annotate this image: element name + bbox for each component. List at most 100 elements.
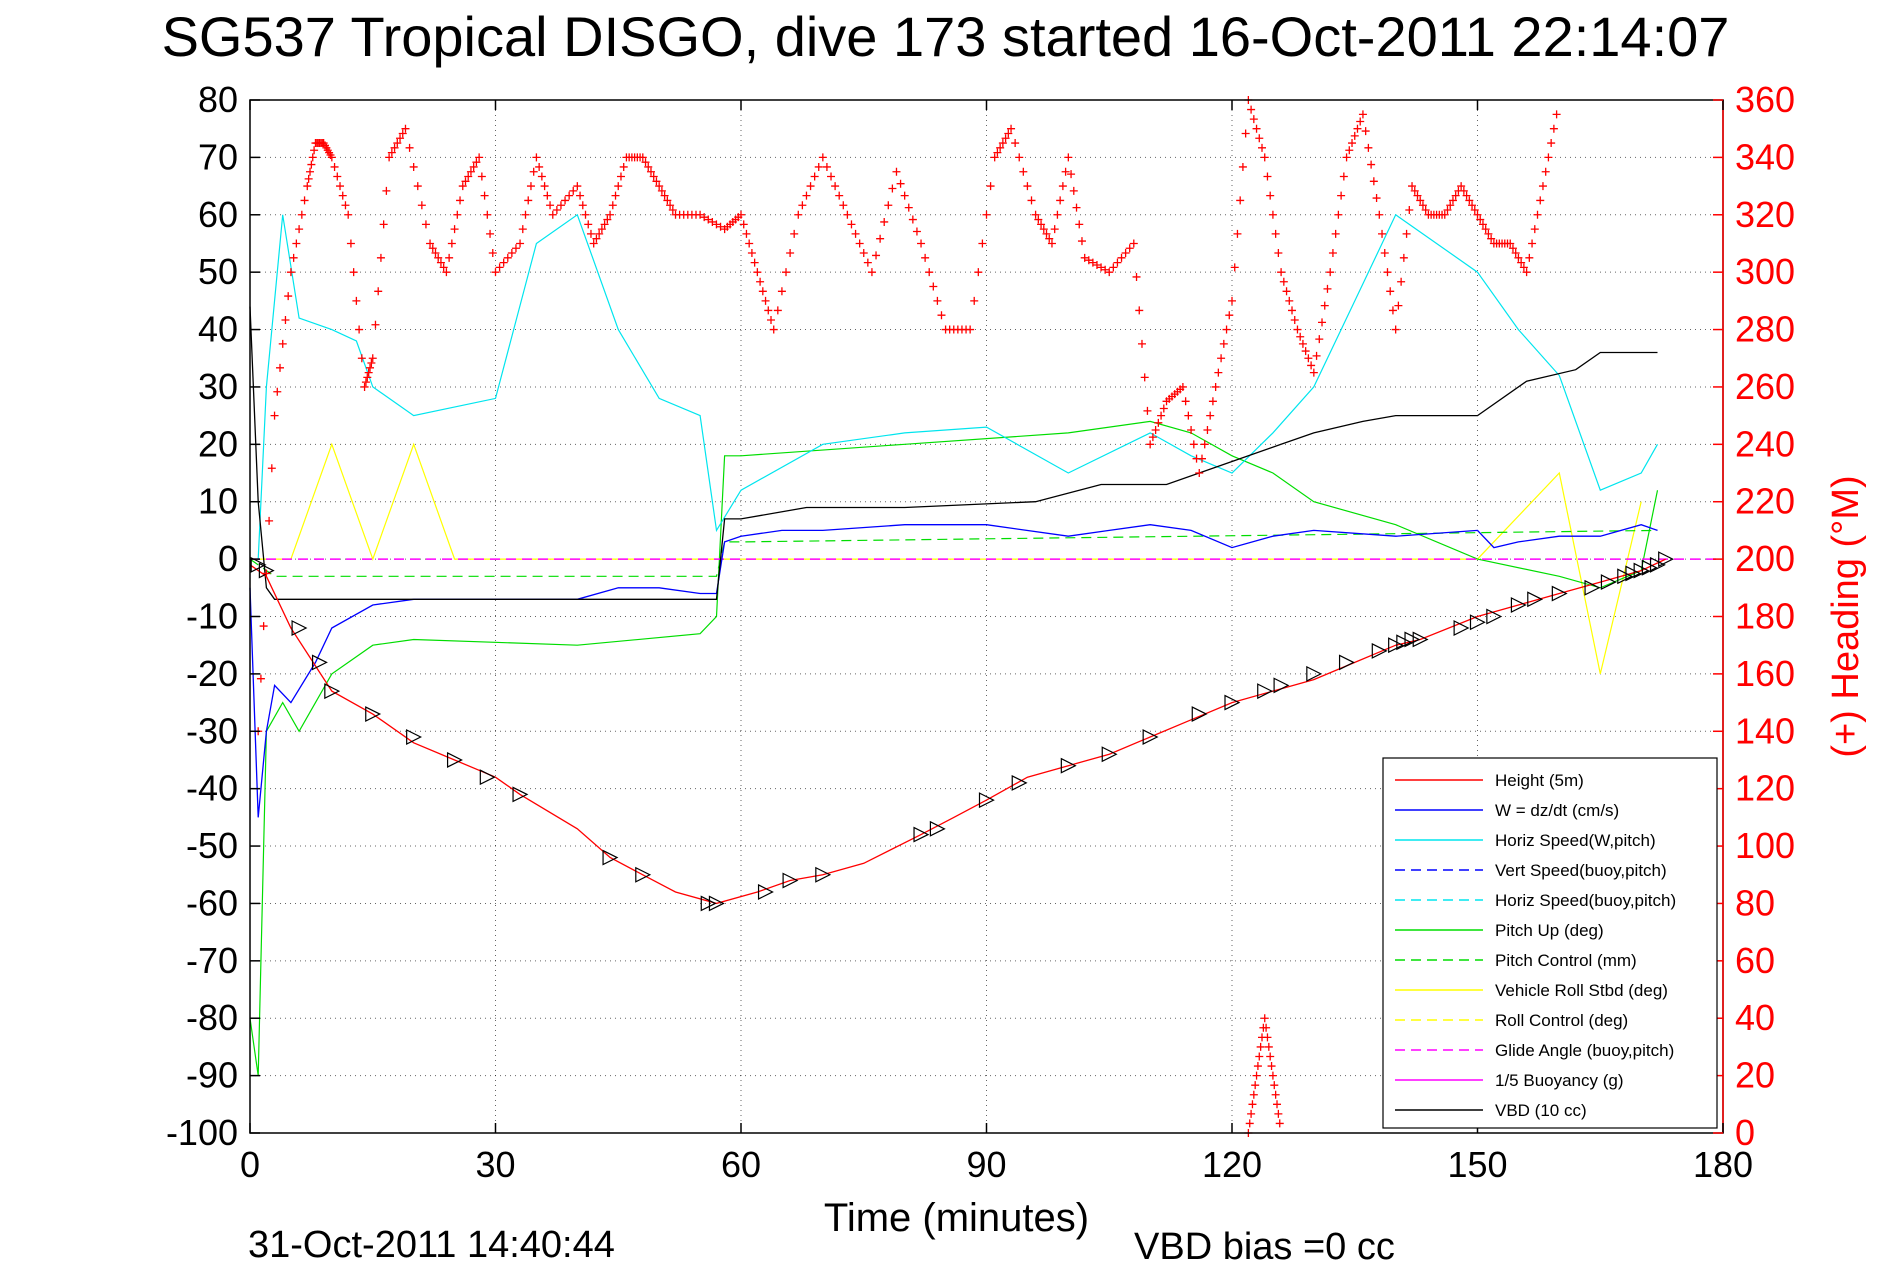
heading-marker [1358, 110, 1367, 119]
heading-marker [1151, 425, 1160, 434]
heading-marker [1027, 196, 1036, 205]
heading-marker [1143, 406, 1152, 415]
heading-marker [434, 253, 443, 262]
heading-marker [584, 220, 593, 229]
height-marker [1388, 637, 1405, 654]
heading-marker [603, 215, 612, 224]
heading-marker [790, 229, 799, 238]
heading-marker [552, 205, 561, 214]
heading-marker [262, 569, 271, 578]
heading-marker [1251, 1081, 1260, 1090]
heading-marker [306, 167, 315, 176]
heading-marker [855, 239, 864, 248]
height-marker [1338, 654, 1355, 671]
heading-marker [578, 201, 587, 210]
heading-marker [1045, 234, 1054, 243]
heading-marker [1249, 115, 1258, 124]
heading-marker [767, 315, 776, 324]
heading-marker [937, 311, 946, 320]
heading-marker [576, 191, 585, 200]
heading-marker [278, 339, 287, 348]
height-marker [250, 556, 267, 573]
heading-marker [387, 148, 396, 157]
heading-marker [1255, 134, 1264, 143]
heading-marker [341, 201, 350, 210]
heading-marker [1271, 229, 1280, 238]
y2-tick-label: 180 [1735, 596, 1795, 637]
heading-marker [1549, 124, 1558, 133]
heading-marker [716, 222, 725, 231]
y2-tick-label: 160 [1735, 653, 1795, 694]
height-marker [1371, 642, 1388, 659]
heading-marker [436, 258, 445, 267]
heading-marker [1536, 196, 1545, 205]
heading-marker [1544, 153, 1553, 162]
y-tick-label: -20 [186, 653, 238, 694]
heading-marker [1508, 244, 1517, 253]
heading-marker [300, 196, 309, 205]
heading-marker [336, 182, 345, 191]
heading-marker [798, 201, 807, 210]
heading-marker [1255, 1052, 1264, 1061]
heading-marker [1252, 124, 1261, 133]
height-marker [311, 654, 328, 671]
heading-marker [880, 217, 889, 226]
height-marker [815, 866, 832, 883]
heading-marker [782, 268, 791, 277]
heading-marker [872, 251, 881, 260]
heading-marker [753, 268, 762, 277]
heading-marker [1440, 210, 1449, 219]
heading-marker [1541, 167, 1550, 176]
heading-marker [1522, 268, 1531, 277]
heading-marker [486, 229, 495, 238]
heading-marker [303, 182, 312, 191]
heading-marker [876, 234, 885, 243]
heading-marker [756, 277, 765, 286]
height-marker [446, 752, 463, 768]
heading-marker [385, 153, 394, 162]
heading-marker [1348, 139, 1357, 148]
heading-marker [472, 158, 481, 167]
heading-marker [409, 162, 418, 171]
heading-marker [338, 191, 347, 200]
heading-marker [461, 177, 470, 186]
heading-marker [700, 213, 709, 222]
y-tick-label: -50 [186, 825, 238, 866]
heading-marker [1552, 110, 1561, 119]
heading-marker [355, 325, 364, 334]
height-marker [1396, 634, 1413, 651]
heading-marker [1230, 263, 1239, 272]
height-marker [1510, 597, 1527, 613]
heading-marker [1323, 284, 1332, 293]
heading-marker [652, 177, 661, 186]
heading-marker [1318, 318, 1327, 327]
heading-marker [1530, 225, 1539, 234]
heading-marker [1197, 454, 1206, 463]
y2-tick-label: 280 [1735, 309, 1795, 350]
height-marker [1257, 683, 1274, 700]
heading-marker [1448, 196, 1457, 205]
heading-marker [352, 296, 361, 305]
heading-marker [507, 249, 516, 258]
x-tick-label: 150 [1447, 1144, 1507, 1185]
heading-marker [1307, 361, 1316, 370]
heading-marker [1262, 1023, 1271, 1032]
heading-marker [1219, 339, 1228, 348]
heading-marker [1326, 268, 1335, 277]
heading-marker [259, 622, 268, 631]
heading-marker [421, 220, 430, 229]
heading-marker [1334, 210, 1343, 219]
heading-marker [346, 239, 355, 248]
heading-marker [1528, 239, 1537, 248]
legend-label: VBD (10 cc) [1495, 1101, 1587, 1120]
heading-marker [1443, 205, 1452, 214]
height-marker [1191, 706, 1208, 723]
heading-marker [1023, 182, 1032, 191]
heading-marker [1154, 418, 1163, 427]
heading-marker [503, 253, 512, 262]
heading-marker [1236, 196, 1245, 205]
heading-marker [993, 148, 1002, 157]
heading-marker [1077, 237, 1086, 246]
heading-marker [439, 263, 448, 272]
